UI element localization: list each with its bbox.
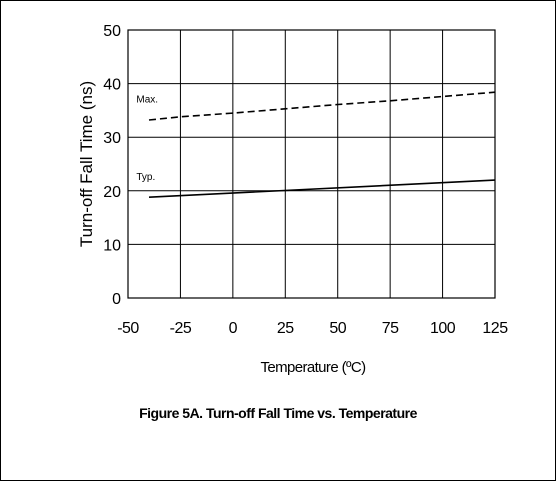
annotation-label-1: Typ. [136,172,155,183]
annotations: Max. Typ. [136,94,158,183]
grid [127,29,496,299]
x-tick-label-5: 75 [382,320,399,337]
y-tick-label-2: 20 [103,184,121,201]
y-tick-label-3: 30 [103,130,121,147]
figure-caption: Figure 5A. Turn-off Fall Time vs. Temper… [139,405,417,421]
x-tick-label-3: 25 [277,320,294,337]
series-line-0 [148,91,496,121]
x-tick-label-6: 100 [430,320,456,337]
annotation-label-0: Max. [136,94,158,105]
x-tick-label-1: -25 [170,320,192,337]
x-tick-label-7: 125 [482,320,508,337]
y-tick-label-0: 0 [112,291,121,308]
y-tick-label-4: 40 [103,77,121,94]
plot-border [127,29,496,299]
x-tick-label-2: 0 [229,320,238,337]
x-tick-label-0: -50 [117,320,139,337]
series-line-1 [148,179,496,198]
y-tick-label-5: 50 [103,23,121,40]
tick-labels: -50 -25 0 25 50 75 100 125 0 10 20 30 40 50 [103,23,508,337]
x-axis-label: Temperature (ºC) [260,359,366,376]
x-tick-label-4: 50 [329,320,346,337]
y-tick-label-1: 10 [103,237,121,254]
y-axis-label: Turn-off Fall Time (ns) [77,81,96,247]
plot-area [148,91,496,198]
